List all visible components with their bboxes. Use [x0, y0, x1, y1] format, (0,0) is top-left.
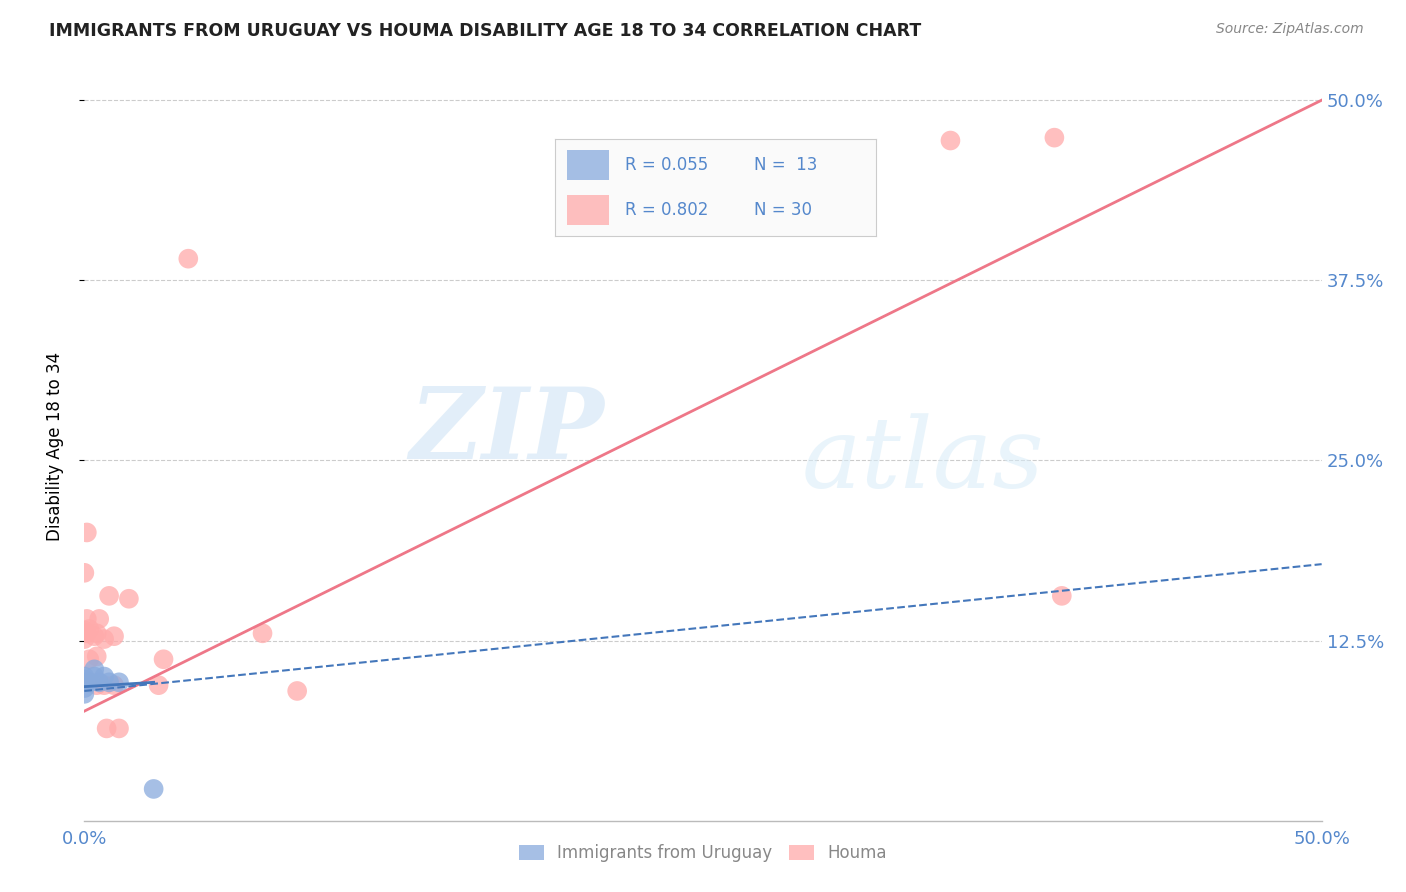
Point — [118, 591, 141, 606]
Point — [93, 669, 115, 683]
Point — [89, 612, 111, 626]
Point — [73, 675, 96, 690]
Point — [96, 722, 118, 736]
Point — [98, 675, 121, 690]
Point — [177, 252, 200, 266]
Point — [152, 652, 174, 666]
Point — [93, 632, 115, 646]
Point — [103, 678, 125, 692]
Point — [108, 722, 131, 736]
Text: ZIP: ZIP — [409, 383, 605, 479]
Point — [73, 669, 96, 683]
Point — [93, 678, 115, 692]
Point — [73, 566, 96, 580]
Point — [79, 652, 101, 666]
Point — [76, 612, 98, 626]
Point — [73, 681, 96, 695]
Text: IMMIGRANTS FROM URUGUAY VS HOUMA DISABILITY AGE 18 TO 34 CORRELATION CHART: IMMIGRANTS FROM URUGUAY VS HOUMA DISABIL… — [49, 22, 921, 40]
Point — [252, 626, 274, 640]
Point — [939, 134, 962, 148]
Point — [73, 673, 96, 687]
Point — [79, 675, 101, 690]
Point — [86, 678, 108, 692]
Point — [285, 684, 308, 698]
Text: Source: ZipAtlas.com: Source: ZipAtlas.com — [1216, 22, 1364, 37]
Y-axis label: Disability Age 18 to 34: Disability Age 18 to 34 — [45, 351, 63, 541]
Point — [83, 662, 105, 676]
Point — [103, 629, 125, 643]
Point — [73, 632, 96, 646]
Point — [83, 629, 105, 643]
Point — [83, 669, 105, 683]
Point — [98, 589, 121, 603]
Point — [1043, 130, 1066, 145]
Point — [86, 626, 108, 640]
Point — [142, 781, 165, 796]
Point — [76, 626, 98, 640]
Point — [1050, 589, 1073, 603]
Point — [86, 649, 108, 664]
Text: atlas: atlas — [801, 413, 1045, 508]
Point — [148, 678, 170, 692]
Point — [89, 675, 111, 690]
Point — [108, 675, 131, 690]
Point — [73, 687, 96, 701]
Point — [79, 675, 101, 690]
Point — [76, 525, 98, 540]
Legend: Immigrants from Uruguay, Houma: Immigrants from Uruguay, Houma — [512, 838, 894, 869]
Point — [73, 624, 96, 638]
Point — [79, 622, 101, 636]
